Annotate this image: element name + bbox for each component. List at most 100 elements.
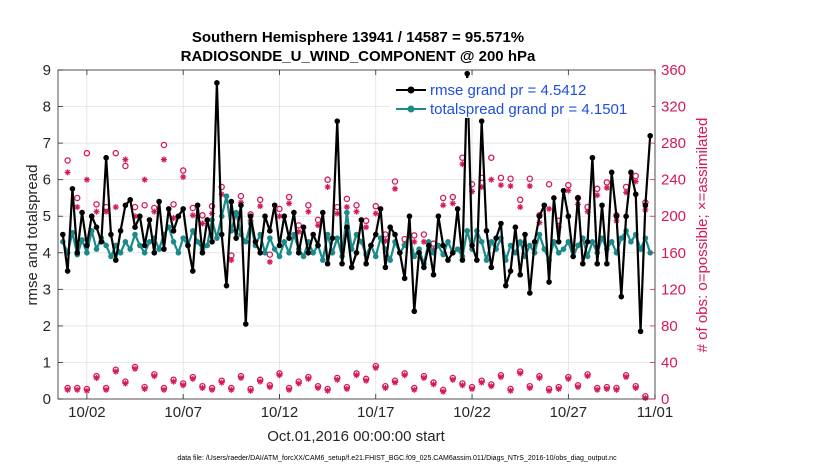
totalspread-point (319, 257, 326, 263)
rmse-point (565, 213, 572, 220)
obs-assimilated-low-point (449, 376, 456, 383)
y2-tick-label: 80 (661, 318, 678, 335)
rmse-point (117, 228, 124, 234)
obs-assimilated-low-point (603, 385, 610, 392)
rmse-point (223, 282, 230, 289)
rmse-point (69, 186, 76, 192)
rmse-point (401, 275, 408, 282)
obs-assimilated-stroke (286, 200, 292, 206)
legend: rmse grand pr = 4.5412 totalspread grand… (390, 78, 652, 118)
totalspread-point (132, 231, 138, 238)
obs-assimilated-low-point (574, 384, 581, 391)
totalspread-point (262, 249, 268, 256)
totalspread-point (541, 246, 548, 252)
obs-possible-point (516, 196, 524, 204)
obs-assimilated-stroke (257, 379, 263, 385)
rmse-point (305, 249, 312, 256)
obs-assimilated-stroke (353, 372, 360, 378)
obs-assimilated-stroke (382, 385, 388, 391)
obs-possible-point (526, 175, 534, 183)
obs-assimilated-low-point (112, 368, 119, 375)
obs-assimilated-point (305, 208, 312, 215)
rmse-point (286, 235, 292, 241)
y-tick-label: 2 (43, 318, 51, 335)
obs-possible-point (83, 149, 91, 157)
obs-assimilated-stroke (508, 183, 514, 189)
rmse-point (647, 133, 653, 139)
obs-assimilated-stroke (527, 183, 533, 189)
y-tick-label: 5 (43, 208, 51, 225)
rmse-point (608, 169, 615, 176)
totalspread-point (372, 253, 379, 260)
totalspread-point (445, 239, 451, 245)
obs-assimilated-stroke (161, 157, 167, 163)
obs-assimilated-point (565, 187, 572, 194)
obs-possible-point (64, 157, 71, 164)
rmse-point (377, 206, 384, 212)
series-layer (60, 70, 653, 335)
obs-assimilated-stroke (267, 384, 273, 390)
obs-assimilated-low-point (613, 386, 620, 393)
obs-assimilated-stroke (132, 366, 138, 372)
totalspread-point (411, 253, 418, 260)
rmse-point (435, 213, 442, 220)
totalspread-point (137, 242, 143, 249)
obs-assimilated-stroke (421, 375, 427, 381)
obs-assimilated-low-point (478, 379, 485, 386)
totalspread-point (637, 246, 644, 252)
obs-assimilated-point (266, 258, 273, 265)
obs-assimilated-stroke (315, 222, 321, 228)
obs-possible-point (353, 202, 360, 209)
rmse-point (60, 231, 66, 238)
rmse-point (262, 213, 268, 220)
obs-assimilated-stroke (642, 395, 648, 401)
obs-assimilated-stroke (238, 375, 244, 381)
rmse-point (642, 202, 649, 209)
obs-assimilated-point (497, 182, 504, 189)
obs-assimilated-stroke (517, 370, 523, 376)
obs-assimilated-low-point (83, 387, 90, 394)
obs-assimilated-point (440, 202, 447, 209)
y-tick-label: 3 (43, 281, 51, 298)
chart-title: Southern Hemisphere 13941 / 14587 = 95.5… (192, 29, 524, 46)
x-tick-label: 10/07 (164, 404, 202, 421)
obs-assimilated-point (286, 200, 293, 207)
obs-assimilated-low-point (93, 374, 100, 381)
obs-assimilated-low-point (151, 373, 158, 380)
obs-assimilated-low-point (141, 385, 148, 392)
totalspread-point (310, 249, 316, 256)
totalspread-point (281, 239, 288, 245)
obs-assimilated-point (526, 183, 533, 190)
obs-assimilated-low-point (642, 395, 649, 402)
obs-assimilated-low-point (623, 374, 630, 381)
obs-assimilated-low-point (546, 387, 553, 394)
y2-tick-label: 0 (661, 391, 669, 408)
rmse-point (440, 242, 446, 249)
rmse-point (329, 235, 336, 241)
footer-data-file: data file: /Users/raeder/DAI/ATM_forcXX/… (177, 455, 617, 462)
obs-assimilated-point (83, 176, 90, 183)
obs-assimilated-stroke (556, 386, 562, 392)
totalspread-point (536, 231, 543, 238)
obs-assimilated-point (160, 156, 167, 163)
totalspread-point (507, 242, 514, 249)
obs-assimilated-stroke (411, 387, 417, 393)
y-axis-label: rmse and totalspread (24, 165, 41, 306)
rmse-point (319, 209, 326, 216)
obs-assimilated-low-point (180, 382, 187, 389)
obs-assimilated-stroke (488, 177, 494, 183)
obs-assimilated-stroke (267, 259, 273, 265)
totalspread-point (103, 242, 109, 249)
obs-assimilated-stroke (315, 385, 321, 391)
obs-assimilated-low-point (469, 385, 476, 392)
rmse-point (560, 187, 567, 194)
rmse-point (156, 198, 162, 205)
totalspread-point (170, 239, 177, 245)
obs-assimilated-point (507, 183, 514, 190)
obs-assimilated-stroke (604, 386, 610, 392)
obs-assimilated-stroke (498, 374, 504, 380)
legend-rmse-marker (407, 86, 415, 94)
obs-assimilated-low-point (507, 387, 514, 394)
rmse-point (474, 257, 480, 263)
totalspread-point (608, 239, 615, 245)
